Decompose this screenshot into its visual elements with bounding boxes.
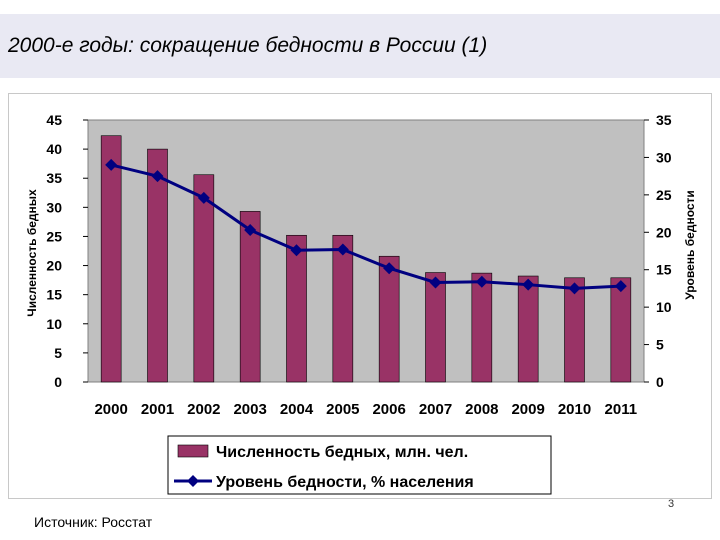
left-axis-title: Численность бедных (25, 189, 39, 317)
line-point-2004 (290, 244, 303, 257)
left-axis-tick-label: 30 (46, 199, 62, 215)
x-tick-label: 2009 (511, 401, 544, 418)
right-axis-tick-label: 25 (656, 187, 672, 203)
line-point-2006 (383, 262, 396, 275)
left-axis-tick-label: 10 (46, 316, 62, 332)
legend-swatch-bar (177, 444, 209, 458)
x-tick-label: 2008 (465, 401, 498, 418)
bar-2011 (610, 277, 632, 383)
legend-swatch-marker (187, 475, 199, 487)
bar-2002 (193, 174, 215, 383)
x-tick-label: 2004 (280, 401, 314, 418)
right-axis-tick-label: 20 (656, 224, 672, 240)
bar-2009 (517, 275, 539, 383)
bar-2003 (239, 211, 261, 383)
line-point-2000 (105, 158, 118, 171)
left-axis-tick-label: 35 (46, 170, 62, 186)
line-point-2010 (568, 282, 581, 295)
bar-2004 (286, 234, 307, 383)
left-axis-tick-label: 45 (46, 112, 62, 128)
line-point-2001 (151, 170, 164, 183)
x-tick-label: 2011 (605, 401, 638, 418)
page-number: 3 (668, 498, 675, 510)
left-axis-tick-label: 0 (54, 374, 62, 390)
slide-title: 2000-е годы: сокращение бедности в Росси… (8, 34, 488, 57)
line-point-2003 (244, 224, 257, 237)
x-tick-label: 2002 (187, 401, 220, 418)
x-tick-label: 2001 (141, 401, 174, 418)
right-axis-tick-label: 10 (656, 299, 672, 315)
source-note: Источник: Росстат (34, 514, 153, 530)
line-point-2002 (197, 191, 210, 204)
right-axis-tick-label: 30 (656, 149, 672, 165)
bar-2000 (100, 135, 122, 383)
right-axis-tick-label: 5 (656, 337, 664, 353)
x-tick-label: 2003 (233, 401, 266, 418)
left-axis-tick-label: 20 (46, 258, 62, 274)
line-point-2011 (614, 280, 627, 293)
x-tick-label: 2007 (419, 401, 452, 418)
x-tick-label: 2005 (326, 401, 359, 418)
plot-area (87, 119, 645, 383)
line-point-2008 (475, 275, 488, 288)
right-axis-title: Уровень бедности (683, 190, 697, 300)
x-tick-label: 2010 (558, 401, 591, 418)
right-axis-tick-label: 15 (656, 262, 672, 278)
title-band (0, 14, 720, 78)
legend-box (167, 435, 552, 495)
legend-label-line: Уровень бедности, % населения (216, 474, 474, 491)
bar-2005 (332, 234, 354, 383)
line-point-2009 (522, 278, 535, 291)
bar-2007 (425, 272, 446, 383)
x-tick-label: 2000 (94, 401, 127, 418)
right-axis-tick-label: 35 (656, 112, 672, 128)
line-point-2007 (429, 276, 442, 289)
bar-2010 (564, 277, 585, 383)
legend-label-bar: Численность бедных, млн. чел. (216, 444, 468, 461)
left-axis-tick-label: 25 (46, 228, 62, 244)
left-axis-tick-label: 5 (54, 345, 62, 361)
x-tick-label: 2006 (372, 401, 405, 418)
right-axis-tick-label: 0 (656, 374, 664, 390)
bar-2001 (147, 148, 168, 383)
left-axis-tick-label: 40 (46, 141, 62, 157)
line-point-2005 (336, 243, 349, 256)
bar-2006 (378, 255, 400, 383)
left-axis-tick-label: 15 (46, 287, 62, 303)
bar-2008 (471, 272, 493, 383)
poverty-rate-line (110, 163, 621, 290)
